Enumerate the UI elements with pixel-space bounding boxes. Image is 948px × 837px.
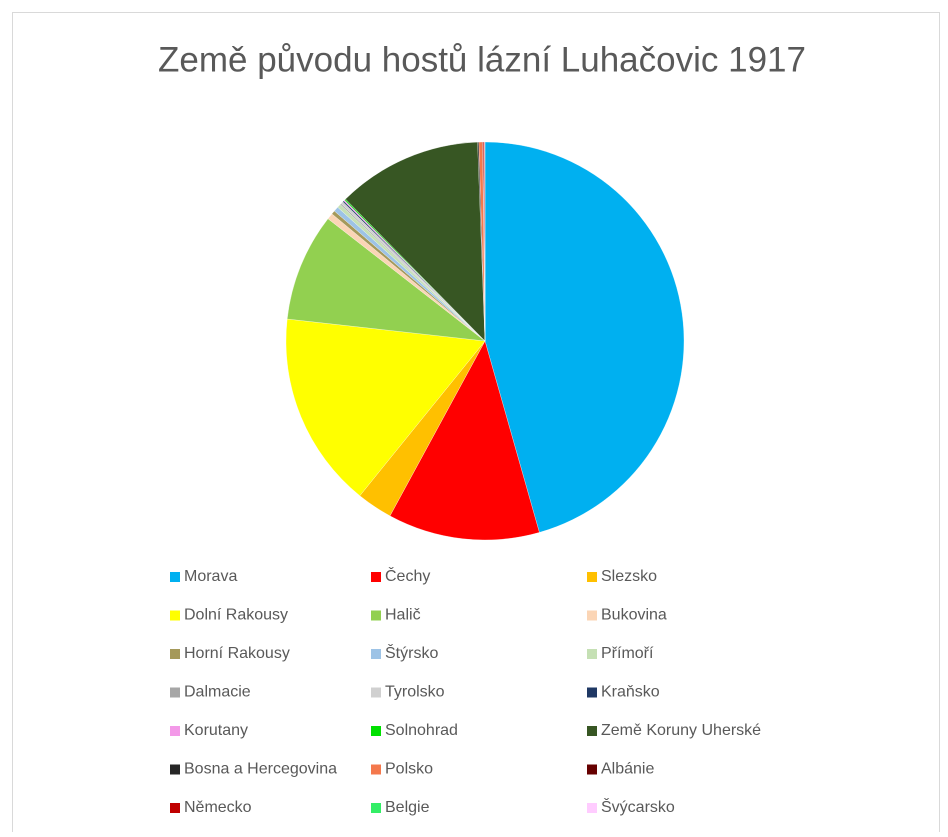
- legend-swatch: [587, 726, 597, 736]
- legend-swatch: [371, 803, 381, 813]
- legend-label: Korutany: [184, 722, 248, 739]
- legend-label: Belgie: [385, 799, 430, 816]
- legend-swatch: [371, 572, 381, 582]
- legend-swatch: [587, 688, 597, 698]
- legend-swatch: [371, 688, 381, 698]
- legend-swatch: [587, 803, 597, 813]
- legend-label: Morava: [184, 568, 237, 585]
- legend-label: Tyrolsko: [385, 684, 445, 701]
- legend-label: Polsko: [385, 761, 433, 778]
- legend-label: Dolní Rakousy: [184, 607, 288, 624]
- legend-swatch: [587, 765, 597, 775]
- legend-label: Albánie: [601, 761, 654, 778]
- legend-swatch: [587, 611, 597, 621]
- legend-label: Bosna a Hercegovina: [184, 761, 337, 778]
- legend-label: Horní Rakousy: [184, 645, 290, 662]
- legend-swatch: [371, 765, 381, 775]
- legend-swatch: [170, 572, 180, 582]
- legend-label: Dalmacie: [184, 684, 251, 701]
- legend-swatch: [170, 649, 180, 659]
- legend-label: Švýcarsko: [601, 797, 675, 816]
- legend-swatch: [170, 611, 180, 621]
- legend-swatch: [170, 765, 180, 775]
- legend-label: Německo: [184, 799, 252, 816]
- legend-swatch: [371, 726, 381, 736]
- legend-label: Slezsko: [601, 568, 657, 585]
- legend-swatch: [170, 726, 180, 736]
- legend-swatch: [170, 803, 180, 813]
- legend-swatch: [371, 611, 381, 621]
- legend-label: Solnohrad: [385, 722, 458, 739]
- legend-swatch: [371, 649, 381, 659]
- legend-label: Kraňsko: [601, 684, 660, 701]
- legend-swatch: [587, 649, 597, 659]
- legend-label: Bukovina: [601, 607, 667, 624]
- legend-label: Halič: [385, 607, 421, 624]
- legend-swatch: [170, 688, 180, 698]
- legend-label: Země Koruny Uherské: [601, 722, 761, 739]
- legend-label: Přímoří: [601, 645, 654, 662]
- legend-label: Čechy: [385, 566, 430, 585]
- legend-label: Štýrsko: [385, 643, 438, 662]
- chart-title: Země původu hostů lázní Luhačovic 1917: [158, 40, 806, 79]
- legend-swatch: [587, 572, 597, 582]
